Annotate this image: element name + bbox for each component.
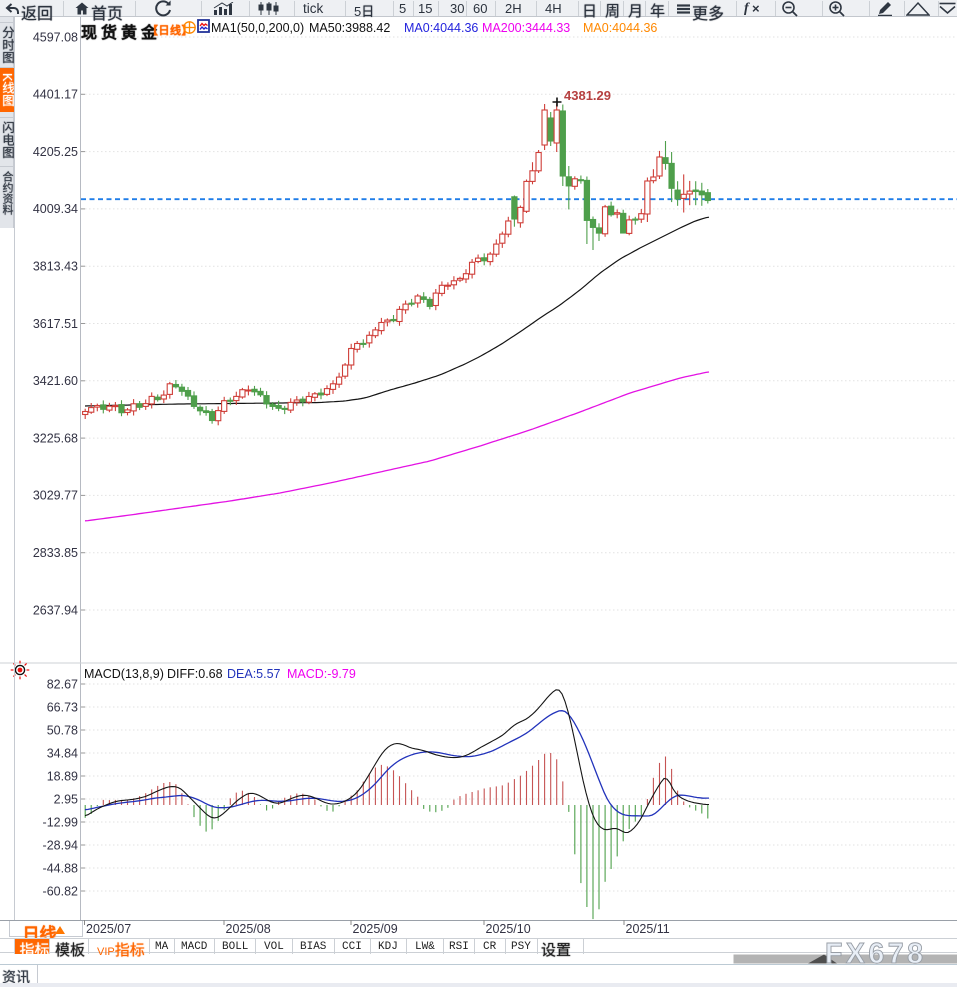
svg-text:4205.25: 4205.25 xyxy=(33,145,78,159)
svg-text:-44.88: -44.88 xyxy=(43,861,78,875)
svg-text:2025/09: 2025/09 xyxy=(353,922,398,936)
svg-text:4401.17: 4401.17 xyxy=(33,88,78,102)
svg-text:3617.51: 3617.51 xyxy=(33,317,78,331)
svg-text:FX678: FX678 xyxy=(825,938,926,970)
svg-text:34.84: 34.84 xyxy=(47,746,78,760)
svg-text:2.95: 2.95 xyxy=(54,792,78,806)
svg-text:50.78: 50.78 xyxy=(47,723,78,737)
svg-text:3421.60: 3421.60 xyxy=(33,374,78,388)
svg-text:3225.68: 3225.68 xyxy=(33,431,78,445)
svg-text:18.89: 18.89 xyxy=(47,769,78,783)
svg-text:2637.94: 2637.94 xyxy=(33,603,78,617)
svg-text:-12.99: -12.99 xyxy=(43,815,78,829)
svg-text:2025/08: 2025/08 xyxy=(226,922,271,936)
svg-text:4381.29: 4381.29 xyxy=(564,88,611,103)
svg-text:66.73: 66.73 xyxy=(47,700,78,714)
svg-text:4009.34: 4009.34 xyxy=(33,202,78,216)
svg-text:4597.08: 4597.08 xyxy=(33,30,78,44)
svg-text:3029.77: 3029.77 xyxy=(33,489,78,503)
svg-text:2025/11: 2025/11 xyxy=(626,922,670,936)
svg-text:2833.85: 2833.85 xyxy=(33,546,78,560)
svg-text:2025/07: 2025/07 xyxy=(86,922,131,936)
svg-text:82.67: 82.67 xyxy=(47,677,78,691)
svg-text:2025/10: 2025/10 xyxy=(486,922,531,936)
svg-text:3813.43: 3813.43 xyxy=(33,260,78,274)
svg-text:-60.82: -60.82 xyxy=(43,884,78,898)
svg-text:-28.94: -28.94 xyxy=(43,838,78,852)
